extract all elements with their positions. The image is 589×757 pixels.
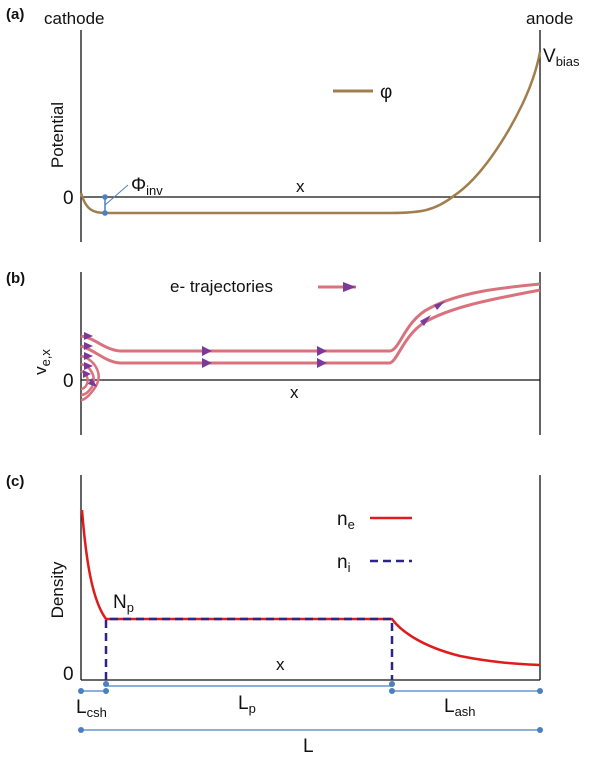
ne-legend-label: ne <box>337 509 355 532</box>
np-label: Np <box>113 592 134 615</box>
dimension-dot-icon <box>103 681 109 687</box>
panel-b-zero-tick: 0 <box>63 371 74 392</box>
panel-a-label: (a) <box>6 6 24 23</box>
trajectory-arrow-icon <box>88 378 97 387</box>
ion-density-profile <box>104 617 394 680</box>
lash-label: Lash <box>444 696 476 719</box>
panel-a-zero-tick: 0 <box>63 188 74 209</box>
panel-c-x-label: x <box>276 655 285 674</box>
trajectory-legend-arrow-icon <box>343 282 356 292</box>
trajectory-arrow-icon <box>420 315 431 326</box>
velocity-axis-label: ve,x <box>31 349 53 375</box>
trajectory-arrow-icon <box>434 301 445 310</box>
dimension-dot-icon <box>78 688 84 694</box>
panel-a-x-label: x <box>296 177 305 196</box>
anode-label: anode <box>526 9 573 28</box>
vbias-label: Vbias <box>543 46 580 69</box>
potential-curve <box>79 51 542 215</box>
potential-legend-label: φ <box>380 82 392 103</box>
phi-inv-label: Φinv <box>131 175 163 198</box>
lcsh-label: Lcsh <box>76 697 107 720</box>
panel-b: (b) ve,x 0 x e- trajectories <box>6 270 541 435</box>
electron-density-curve <box>80 509 541 667</box>
potential-axis-label: Potential <box>48 102 67 168</box>
dimension-dot-icon <box>389 688 395 694</box>
panel-a: (a) cathode anode Potential 0 x φ Vbias … <box>6 6 580 242</box>
density-axis-label: Density <box>48 561 67 618</box>
trajectory-arrow-icon <box>84 332 93 340</box>
trajectory-lower <box>80 288 541 365</box>
dimension-dot-icon <box>78 727 84 733</box>
l-label: L <box>303 736 314 757</box>
trajectory-arrow-icon <box>202 358 212 368</box>
dimension-dot-icon <box>537 727 543 733</box>
dimension-dot-icon <box>537 688 543 694</box>
trajectory-arrow-icon <box>317 358 327 368</box>
phi-inv-bottom-dot <box>102 210 108 216</box>
ni-legend-label: ni <box>337 552 351 575</box>
panel-b-label: (b) <box>6 270 25 287</box>
trajectory-arrow-icon <box>84 352 93 360</box>
trajectory-arrow-icon <box>202 346 212 356</box>
phi-inv-top-dot <box>102 194 108 200</box>
trajectory-arrow-icon <box>83 370 91 378</box>
trajectory-arrow-icon <box>84 342 93 350</box>
phi-inv-leader <box>104 184 129 206</box>
cathode-label: cathode <box>44 9 105 28</box>
trajectory-arrow-icon <box>317 346 327 356</box>
panel-c: (c) Density 0 x ne ni Np <box>6 473 541 685</box>
trajectory-upper <box>80 282 541 353</box>
trajectory-legend-label: e- trajectories <box>170 277 273 296</box>
dimension-dot-icon <box>103 688 109 694</box>
dimension-dot-icon <box>389 681 395 687</box>
trajectory-arrow-icon <box>84 362 93 370</box>
lp-label: Lp <box>238 693 256 716</box>
dimension-bars: Lcsh Lp Lash L <box>76 681 543 757</box>
panel-b-x-label: x <box>290 383 299 402</box>
panel-c-label: (c) <box>6 473 24 490</box>
panel-c-zero-tick: 0 <box>63 664 74 685</box>
